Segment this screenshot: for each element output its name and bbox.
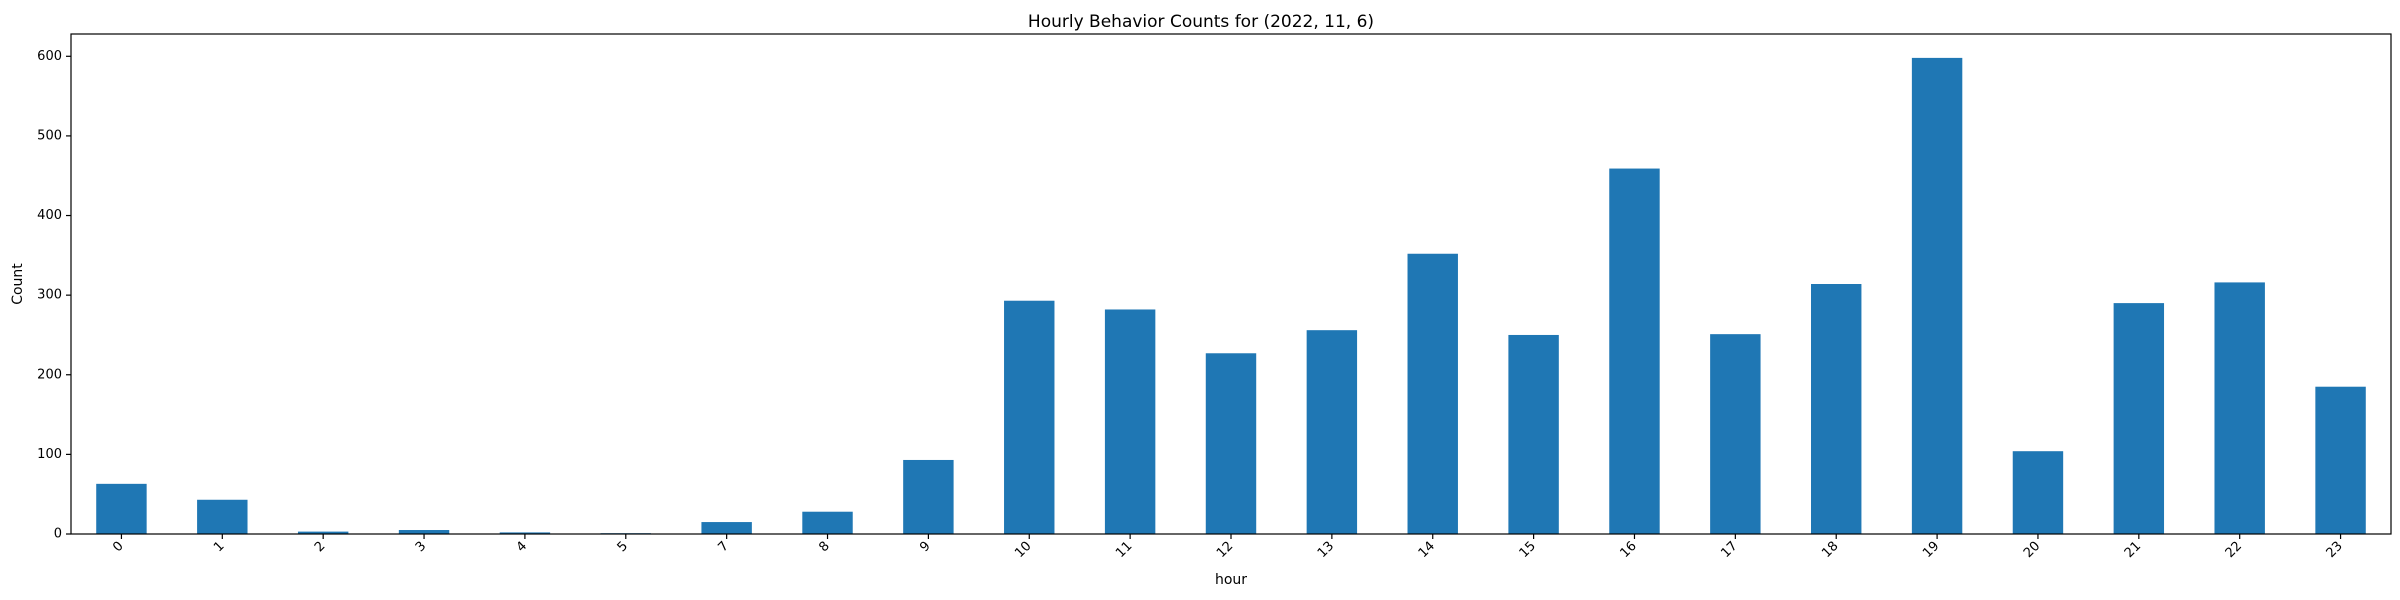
bar-hour-2: [297, 531, 349, 534]
y-tick-label: 200: [37, 367, 62, 382]
y-axis-label: Count: [10, 263, 26, 305]
y-tick-label: 100: [37, 447, 62, 462]
x-tick-label: 13: [1315, 539, 1337, 561]
x-tick-label: 11: [1113, 539, 1135, 561]
bar-hour-18: [1811, 284, 1862, 534]
x-tick-label: 2: [312, 539, 328, 555]
bar-hour-4: [499, 532, 551, 534]
bar-hour-1: [197, 499, 248, 534]
x-tick-label: 15: [1517, 539, 1539, 561]
y-tick-label: 400: [37, 208, 62, 223]
bar-hour-3: [398, 530, 450, 534]
x-tick-label: 21: [2122, 539, 2144, 561]
bar-hour-19: [1911, 57, 1963, 534]
y-tick-label: 600: [37, 49, 62, 64]
bar-hour-17: [1710, 334, 1761, 534]
x-tick-label: 7: [715, 539, 731, 555]
x-axis-label: hour: [1215, 572, 1247, 588]
x-tick-label: 22: [2223, 539, 2245, 561]
x-tick-label: 5: [615, 539, 631, 555]
x-tick-label: 19: [1920, 539, 1942, 561]
bar-hour-13: [1306, 330, 1358, 534]
x-tick-label: 12: [1214, 539, 1236, 561]
x-tick-label: 18: [1819, 539, 1841, 561]
bar-hour-21: [2113, 303, 2165, 534]
x-tick-label: 8: [816, 539, 832, 555]
chart-title: Hourly Behavior Counts for (2022, 11, 6): [1028, 12, 1374, 32]
bar-hour-14: [1407, 253, 1458, 534]
x-tick-label: 20: [2021, 539, 2043, 561]
x-tick-label: 23: [2324, 539, 2346, 561]
bar-hour-15: [1508, 334, 1559, 534]
bars-group: [96, 57, 2366, 535]
x-tick-label: 3: [413, 539, 429, 555]
y-tick-label: 0: [54, 527, 62, 542]
bar-hour-12: [1205, 353, 1257, 534]
x-tick-label: 17: [1718, 539, 1740, 561]
x-tick-label: 10: [1012, 539, 1034, 561]
bar-hour-23: [2315, 386, 2366, 534]
y-tick-label: 500: [37, 128, 62, 143]
x-tick-label: 1: [211, 539, 227, 555]
bar-hour-16: [1609, 168, 1660, 535]
x-tick-label: 16: [1617, 539, 1639, 561]
bar-hour-11: [1104, 309, 1156, 534]
x-tick-label: 4: [514, 539, 530, 555]
y-axis-ticks: 0 100 200 300 400 500 600: [37, 49, 71, 542]
x-tick-label: 9: [917, 539, 933, 555]
x-tick-label: 0: [110, 539, 126, 555]
x-axis-ticks: 0 1 2 3 4 5 7 8 9 10 11 12 13 14 15 16 17 18 19 20 21 22 23: [110, 534, 2346, 561]
bar-hour-9: [903, 459, 954, 534]
bar-hour-10: [1004, 300, 1055, 534]
bar-hour-20: [2012, 451, 2064, 534]
bar-hour-7: [701, 522, 752, 534]
bar-hour-8: [802, 511, 853, 534]
x-tick-label: 14: [1416, 539, 1438, 561]
bar-hour-0: [96, 483, 147, 534]
bar-hour-22: [2214, 282, 2265, 534]
plot-frame: [70, 33, 2392, 535]
y-tick-label: 300: [37, 288, 62, 303]
